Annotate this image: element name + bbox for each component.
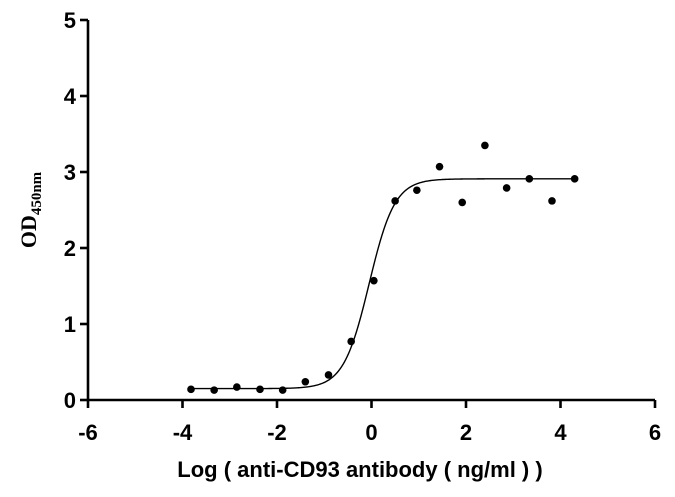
data-point <box>324 371 333 379</box>
data-point <box>413 186 421 195</box>
x-tick-label: -2 <box>267 420 287 445</box>
data-points <box>187 141 579 394</box>
y-tick-label: 4 <box>64 84 77 109</box>
data-point <box>502 184 511 192</box>
y-tick-label: 3 <box>64 160 76 185</box>
y-axis-title: OD450nm <box>16 171 45 248</box>
data-point <box>458 198 467 207</box>
data-point <box>548 197 556 205</box>
data-point <box>278 386 287 394</box>
data-point <box>391 197 399 205</box>
data-point <box>525 175 534 183</box>
data-point <box>301 377 310 386</box>
x-tick-label: -6 <box>78 420 98 445</box>
x-tick-label: 4 <box>554 420 567 445</box>
x-tick-label: 0 <box>365 420 377 445</box>
y-axis-ticks: 0 1 2 3 4 5 <box>64 8 88 413</box>
y-axis-title-main: OD <box>16 215 41 248</box>
y-axis-title-subscript: 450nm <box>29 171 45 215</box>
fit-curve <box>191 178 575 390</box>
y-tick-label: 5 <box>64 8 76 33</box>
x-tick-label: 2 <box>460 420 472 445</box>
x-tick-label: -4 <box>173 420 193 445</box>
y-tick-label: 2 <box>64 236 76 261</box>
data-point <box>435 162 444 171</box>
data-point <box>370 276 378 285</box>
data-point <box>210 386 218 394</box>
x-axis-ticks: -6 -4 -2 0 2 4 6 <box>78 400 661 445</box>
x-axis-title: Log ( anti-CD93 antibody ( ng/ml ) ) <box>177 457 542 482</box>
x-tick-label: 6 <box>649 420 661 445</box>
y-tick-label: 0 <box>64 388 76 413</box>
data-point <box>187 385 195 394</box>
data-point <box>481 141 489 150</box>
data-point <box>256 385 264 394</box>
data-point <box>570 175 579 183</box>
data-point <box>347 337 355 346</box>
y-tick-label: 1 <box>64 312 76 337</box>
data-point <box>233 383 241 391</box>
